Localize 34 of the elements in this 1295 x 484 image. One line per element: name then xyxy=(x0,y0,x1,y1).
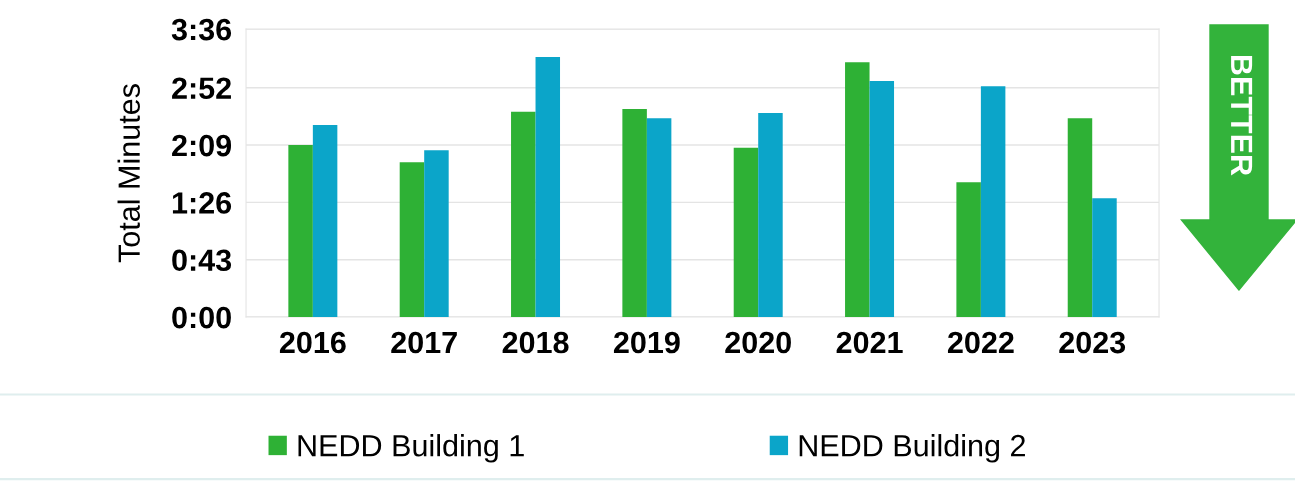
bar xyxy=(424,150,449,318)
x-tick-label: 2023 xyxy=(1059,331,1126,354)
bar xyxy=(980,86,1006,318)
bar xyxy=(1067,118,1093,318)
y-axis-title: Total Minutes xyxy=(117,84,140,263)
legend-label: NEDD Building 2 xyxy=(799,434,1025,463)
y-tick-label: 3:36 xyxy=(171,18,232,41)
legend-label: NEDD Building 1 xyxy=(298,434,524,463)
bar xyxy=(399,162,425,318)
bar xyxy=(511,111,536,318)
bar xyxy=(758,113,783,318)
bar xyxy=(622,109,647,318)
x-tick-label: 2020 xyxy=(725,331,791,354)
y-tick-label: 2:52 xyxy=(172,77,231,100)
bar xyxy=(869,81,895,318)
bar xyxy=(288,145,313,318)
bar xyxy=(845,62,870,318)
text: BETTER xyxy=(1231,55,1253,176)
y-tick-label: 1:26 xyxy=(172,192,232,214)
x-tick-label: 2017 xyxy=(391,331,457,354)
bar xyxy=(956,182,981,318)
x-tick-label: 2021 xyxy=(836,331,903,354)
bar xyxy=(1092,198,1117,318)
y-tick-label: 2:09 xyxy=(172,134,232,157)
x-tick-label: 2022 xyxy=(947,331,1014,354)
x-tick-label: 2018 xyxy=(502,331,569,354)
y-tick-label: 0:43 xyxy=(172,249,232,272)
x-tick-label: 2016 xyxy=(279,331,346,354)
bar xyxy=(646,118,672,318)
y-tick-label: 0:00 xyxy=(172,306,231,329)
bar xyxy=(312,125,338,318)
x-tick-label: 2019 xyxy=(613,331,680,354)
bar xyxy=(535,57,561,318)
bar xyxy=(733,147,759,318)
